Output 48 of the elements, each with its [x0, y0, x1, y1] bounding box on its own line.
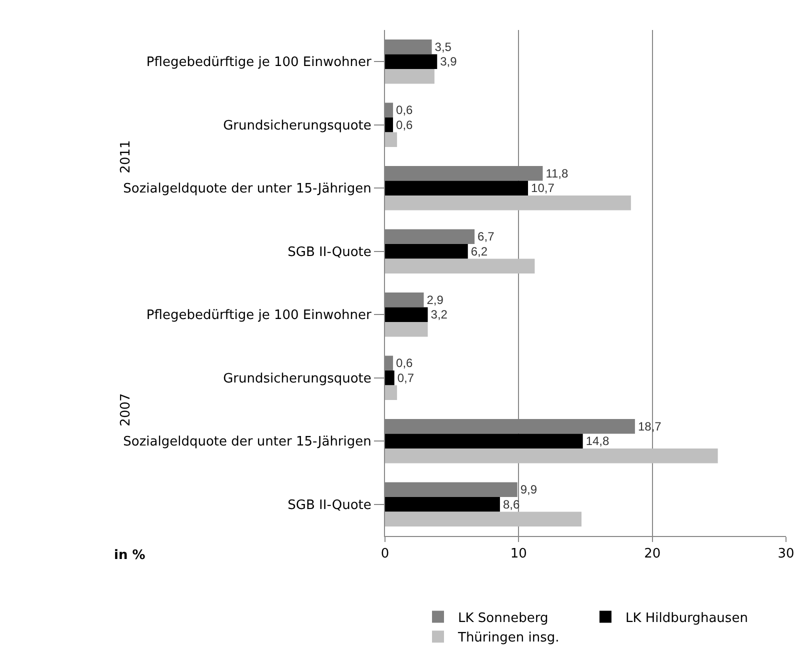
legend-label: Thüringen insg.	[457, 630, 560, 646]
legend-label: LK Sonneberg	[458, 610, 548, 626]
bar	[385, 434, 583, 448]
legend-label: LK Hildburghausen	[625, 610, 748, 626]
x-tick-label: 30	[778, 546, 794, 562]
data-label: 14,8	[586, 434, 610, 448]
y-tick-label: Grundsicherungsquote	[223, 371, 372, 386]
bar	[385, 54, 438, 69]
bar	[385, 448, 718, 464]
data-label: 0,6	[396, 118, 414, 132]
data-label: 0,6	[396, 103, 414, 118]
bar	[385, 258, 535, 274]
x-tick-label: 20	[644, 546, 661, 562]
bar	[385, 132, 398, 148]
y-tick-label: Pflegebedürftige je 100 Einwohner	[146, 55, 372, 70]
data-label: 3,5	[434, 40, 452, 54]
data-label: 6,2	[470, 244, 488, 258]
y-tick-label: Sozialgeldquote der unter 15-Jährigen	[123, 182, 372, 197]
data-label: 3,9	[440, 54, 458, 69]
bar	[385, 512, 582, 527]
y-tick-label: Grundsicherungsquote	[223, 118, 372, 134]
bar	[385, 196, 631, 210]
y-tick-label: Pflegebedürftige je 100 Einwohner	[146, 308, 372, 324]
x-axis-title: in %	[114, 548, 146, 563]
data-label: 11,8	[546, 166, 569, 180]
data-label: 2,9	[426, 292, 444, 307]
x-tick-label: 10	[510, 546, 527, 562]
y-tick-label: Sozialgeldquote der unter 15-Jährigen	[123, 434, 372, 450]
bar	[385, 118, 394, 132]
bar	[385, 370, 394, 386]
data-label: 3,2	[430, 308, 448, 322]
x-tick-label: 0	[380, 546, 390, 562]
data-label: 10,7	[531, 181, 555, 196]
bar	[385, 180, 528, 196]
bar	[385, 307, 428, 322]
y-tick-label: SGB II-Quote	[288, 498, 372, 513]
data-label: 6,7	[478, 230, 495, 244]
bar	[385, 385, 398, 400]
data-label: 9,9	[520, 482, 538, 497]
bar	[385, 69, 434, 84]
text: 2007	[118, 393, 134, 426]
data-label: 0,6	[396, 356, 414, 370]
bar	[385, 497, 500, 512]
data-label: 0,7	[397, 370, 414, 385]
bar	[385, 244, 468, 259]
y-tick-label: SGB II-Quote	[288, 244, 372, 260]
bar	[385, 322, 428, 337]
text: 2011	[118, 140, 134, 174]
